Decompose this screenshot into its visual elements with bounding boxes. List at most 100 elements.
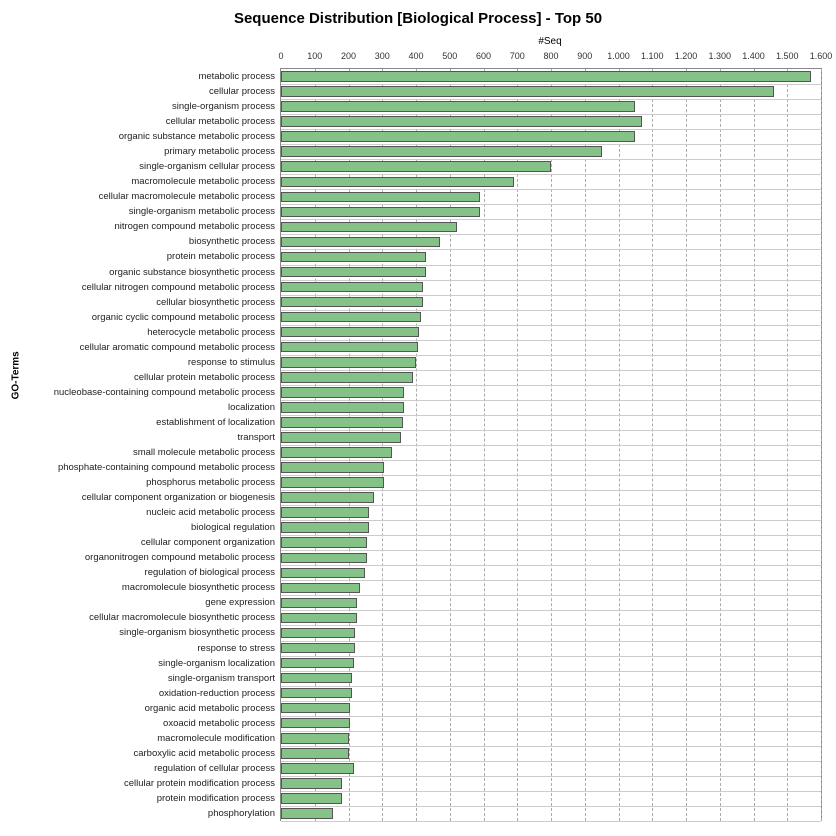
- bar-row: establishment of localization: [281, 415, 821, 430]
- bar-row: response to stress: [281, 641, 821, 656]
- bar-label: organic substance biosynthetic process: [109, 267, 281, 278]
- bar-row: gene expression: [281, 595, 821, 610]
- bar-row: organic acid metabolic process: [281, 701, 821, 716]
- bar: [281, 402, 404, 413]
- bar-label: macromolecule modification: [157, 733, 281, 744]
- bar: [281, 568, 365, 579]
- bar-row: carboxylic acid metabolic process: [281, 746, 821, 761]
- bar: [281, 357, 416, 368]
- bar-row: single-organism transport: [281, 671, 821, 686]
- bar: [281, 297, 423, 308]
- x-tick-label: 300: [375, 51, 390, 61]
- bar-label: single-organism biosynthetic process: [119, 627, 281, 638]
- bar-row: metabolic process: [281, 69, 821, 84]
- bar-label: response to stress: [197, 643, 281, 654]
- bar-row: nucleobase-containing compound metabolic…: [281, 385, 821, 400]
- bar-row: macromolecule metabolic process: [281, 174, 821, 189]
- bar-label: cellular protein metabolic process: [134, 372, 281, 383]
- bar-label: cellular macromolecule metabolic process: [99, 191, 281, 202]
- bar-label: cellular metabolic process: [166, 116, 281, 127]
- bar-label: single-organism transport: [168, 673, 281, 684]
- bar: [281, 522, 369, 533]
- x-tick-label: 1.300: [708, 51, 731, 61]
- bar: [281, 342, 418, 353]
- bar-row: single-organism biosynthetic process: [281, 625, 821, 640]
- bar-label: organonitrogen compound metabolic proces…: [85, 552, 281, 563]
- bar-label: protein modification process: [157, 793, 281, 804]
- bar-label: cellular component organization or bioge…: [82, 492, 281, 503]
- bar: [281, 553, 367, 564]
- bar-row: protein metabolic process: [281, 249, 821, 264]
- bar-label: primary metabolic process: [164, 146, 281, 157]
- bar: [281, 71, 811, 82]
- bar-label: single-organism metabolic process: [129, 206, 281, 217]
- bar-row: nitrogen compound metabolic process: [281, 219, 821, 234]
- x-tick-label: 700: [510, 51, 525, 61]
- bar-label: nitrogen compound metabolic process: [114, 221, 281, 232]
- bar-row: response to stimulus: [281, 355, 821, 370]
- bar: [281, 763, 354, 774]
- bar-row: macromolecule modification: [281, 731, 821, 746]
- bar-label: gene expression: [205, 597, 281, 608]
- bar-label: macromolecule metabolic process: [131, 176, 281, 187]
- bar: [281, 673, 352, 684]
- bar-label: nucleobase-containing compound metabolic…: [54, 387, 281, 398]
- y-axis-label: GO-Terms: [11, 351, 22, 399]
- bar: [281, 312, 421, 323]
- x-tick-label: 1.200: [675, 51, 698, 61]
- bar: [281, 748, 349, 759]
- bar-label: phosphate-containing compound metabolic …: [58, 462, 281, 473]
- bar-row: protein modification process: [281, 791, 821, 806]
- bar: [281, 688, 352, 699]
- bar-row: phosphorus metabolic process: [281, 475, 821, 490]
- bar-label: cellular aromatic compound metabolic pro…: [80, 342, 281, 353]
- bar: [281, 778, 342, 789]
- bar-label: establishment of localization: [156, 417, 281, 428]
- bar-row: oxidation-reduction process: [281, 686, 821, 701]
- bar-row: biosynthetic process: [281, 234, 821, 249]
- bar-row: single-organism metabolic process: [281, 204, 821, 219]
- bar: [281, 101, 635, 112]
- bar-row: organic cyclic compound metabolic proces…: [281, 310, 821, 325]
- bar: [281, 417, 403, 428]
- bar: [281, 131, 635, 142]
- bar-row: single-organism cellular process: [281, 159, 821, 174]
- bar-row: regulation of cellular process: [281, 761, 821, 776]
- x-tick-label: 500: [442, 51, 457, 61]
- chart-title: Sequence Distribution [Biological Proces…: [10, 10, 826, 27]
- bar: [281, 613, 357, 624]
- bar-row: nucleic acid metabolic process: [281, 505, 821, 520]
- grid-line: [821, 69, 822, 821]
- bar: [281, 161, 551, 172]
- bar-label: cellular component organization: [141, 537, 281, 548]
- bar-label: oxidation-reduction process: [159, 688, 281, 699]
- bar-label: single-organism process: [172, 101, 281, 112]
- bar-row: cellular nitrogen compound metabolic pro…: [281, 280, 821, 295]
- bar-row: transport: [281, 430, 821, 445]
- bar-label: metabolic process: [198, 71, 281, 82]
- x-tick-label: 1.400: [742, 51, 765, 61]
- bar-row: phosphate-containing compound metabolic …: [281, 460, 821, 475]
- row-separator: [281, 821, 821, 822]
- x-tick-label: 1.100: [641, 51, 664, 61]
- bar: [281, 462, 384, 473]
- bar-label: response to stimulus: [188, 357, 281, 368]
- bar: [281, 192, 480, 203]
- bar: [281, 703, 350, 714]
- bar: [281, 492, 374, 503]
- x-tick-label: 900: [577, 51, 592, 61]
- x-tick-label: 1.500: [776, 51, 799, 61]
- bar-label: biological regulation: [191, 522, 281, 533]
- bar-label: biosynthetic process: [189, 236, 281, 247]
- bar: [281, 372, 413, 383]
- bar: [281, 643, 355, 654]
- bar-label: cellular nitrogen compound metabolic pro…: [82, 282, 281, 293]
- bar-label: single-organism localization: [158, 658, 281, 669]
- bar: [281, 477, 384, 488]
- bar: [281, 447, 392, 458]
- bar: [281, 718, 350, 729]
- bar: [281, 598, 357, 609]
- x-tick-label: 0: [278, 51, 283, 61]
- bar: [281, 177, 514, 188]
- bar-row: biological regulation: [281, 520, 821, 535]
